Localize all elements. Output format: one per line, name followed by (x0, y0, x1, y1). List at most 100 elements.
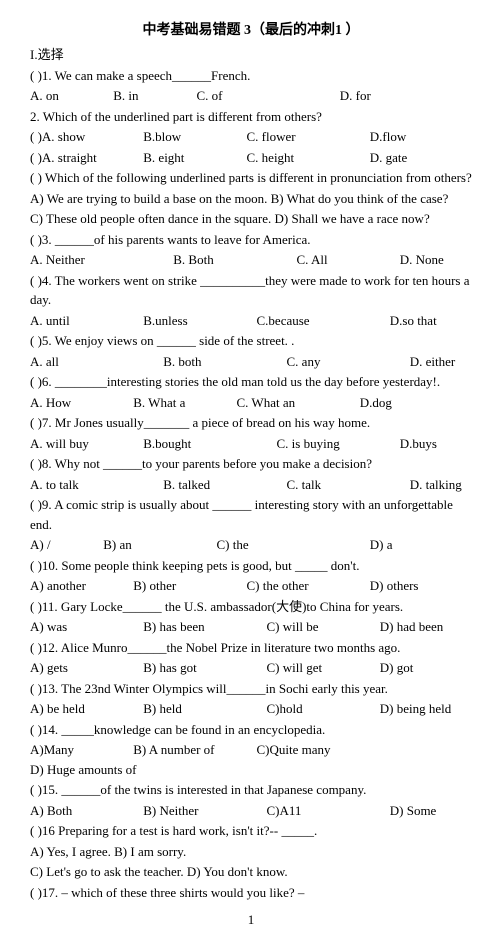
q5d: D. either (410, 352, 455, 372)
q2: 2. Which of the underlined part is diffe… (30, 107, 472, 127)
q15d: D) Some (390, 801, 437, 821)
q1-opts: A. on B. in C. of D. for (30, 86, 472, 106)
q10d: D) others (370, 576, 419, 596)
q2r2: ( )A. straight B. eight C. height D. gat… (30, 148, 472, 168)
q11d: D) had been (380, 617, 444, 637)
q9b: B) an (103, 535, 213, 555)
q5: ( )5. We enjoy views on ______ side of t… (30, 331, 472, 351)
q4d: D.so that (390, 311, 437, 331)
q4: ( )4. The workers went on strike _______… (30, 271, 472, 310)
q2pb: C) These old people often dance in the s… (30, 209, 472, 229)
q10a: A) another (30, 576, 130, 596)
q12d: D) got (380, 658, 414, 678)
q15c: C)A11 (267, 801, 387, 821)
q5b: B. both (163, 352, 283, 372)
q11a: A) was (30, 617, 140, 637)
q11b: B) has been (143, 617, 263, 637)
q14: ( )14. _____knowledge can be found in an… (30, 720, 472, 740)
q6a: A. How (30, 393, 130, 413)
q15b: B) Neither (143, 801, 263, 821)
q6b: B. What a (133, 393, 233, 413)
q16: ( )16 Preparing for a test is hard work,… (30, 821, 472, 841)
q2r1c: C. flower (247, 127, 367, 147)
q3-opts: A. Neither B. Both C. All D. None (30, 250, 472, 270)
q8: ( )8. Why not ______to your parents befo… (30, 454, 472, 474)
q12: ( )12. Alice Munro______the Nobel Prize … (30, 638, 472, 658)
q16a: A) Yes, I agree. B) I am sorry. (30, 842, 472, 862)
q12b: B) has got (143, 658, 263, 678)
q6: ( )6. ________interesting stories the ol… (30, 372, 472, 392)
doc-title: 中考基础易错题 3（最后的冲刺1 ） (30, 20, 472, 41)
q15-opts: A) Both B) Neither C)A11 D) Some (30, 801, 472, 821)
q11-opts: A) was B) has been C) will be D) had bee… (30, 617, 472, 637)
q3: ( )3. ______of his parents wants to leav… (30, 230, 472, 250)
q8a: A. to talk (30, 475, 160, 495)
q3d: D. None (400, 250, 444, 270)
q7d: D.buys (400, 434, 437, 454)
q8-opts: A. to talk B. talked C. talk D. talking (30, 475, 472, 495)
q9: ( )9. A comic strip is usually about ___… (30, 495, 472, 534)
q13-opts: A) be held B) held C)hold D) being held (30, 699, 472, 719)
q2r2d: D. gate (370, 148, 408, 168)
q11: ( )11. Gary Locke______ the U.S. ambassa… (30, 597, 472, 617)
q13a: A) be held (30, 699, 140, 719)
q14d: D) Huge amounts of (30, 760, 137, 780)
q8c: C. talk (287, 475, 407, 495)
q4b: B.unless (143, 311, 253, 331)
q1b: B. in (113, 86, 193, 106)
q1d: D. for (340, 86, 371, 106)
q6c: C. What an (237, 393, 357, 413)
q5a: A. all (30, 352, 160, 372)
q11c: C) will be (267, 617, 377, 637)
q8d: D. talking (410, 475, 462, 495)
q7c: C. is buying (277, 434, 397, 454)
q5c: C. any (287, 352, 407, 372)
q1a: A. on (30, 86, 110, 106)
q9a: A) / (30, 535, 100, 555)
q12-opts: A) gets B) has got C) will get D) got (30, 658, 472, 678)
q9-opts: A) / B) an C) the D) a (30, 535, 472, 555)
q12c: C) will get (267, 658, 377, 678)
q1: ( )1. We can make a speech______French. (30, 66, 472, 86)
q12a: A) gets (30, 658, 140, 678)
q2p: ( ) Which of the following underlined pa… (30, 168, 472, 188)
q15a: A) Both (30, 801, 140, 821)
q13c: C)hold (267, 699, 377, 719)
q7: ( )7. Mr Jones usually_______ a piece of… (30, 413, 472, 433)
q4c: C.because (257, 311, 387, 331)
q10b: B) other (133, 576, 243, 596)
q7b: B.bought (143, 434, 273, 454)
q7a: A. will buy (30, 434, 140, 454)
page-number: 1 (30, 910, 472, 930)
q17: ( )17. – which of these three shirts wou… (30, 883, 472, 903)
q10: ( )10. Some people think keeping pets is… (30, 556, 472, 576)
q1c: C. of (197, 86, 337, 106)
q16b: C) Let's go to ask the teacher. D) You d… (30, 862, 472, 882)
q13b: B) held (143, 699, 263, 719)
q2r1d: D.flow (370, 127, 406, 147)
q14c: C)Quite many (257, 740, 377, 760)
q2r2b: B. eight (143, 148, 243, 168)
q14a: A)Many (30, 740, 130, 760)
q9d: D) a (370, 535, 393, 555)
q10-opts: A) another B) other C) the other D) othe… (30, 576, 472, 596)
q15: ( )15. ______of the twins is interested … (30, 780, 472, 800)
q3c: C. All (297, 250, 397, 270)
q13: ( )13. The 23nd Winter Olympics will____… (30, 679, 472, 699)
q3a: A. Neither (30, 250, 170, 270)
q14b: B) A number of (133, 740, 253, 760)
q2r1a: ( )A. show (30, 127, 140, 147)
section-heading: I.选择 (30, 45, 472, 65)
q8b: B. talked (163, 475, 283, 495)
q10c: C) the other (247, 576, 367, 596)
q3b: B. Both (173, 250, 293, 270)
q2pa: A) We are trying to build a base on the … (30, 189, 472, 209)
q5-opts: A. all B. both C. any D. either (30, 352, 472, 372)
q9c: C) the (217, 535, 367, 555)
q2r2a: ( )A. straight (30, 148, 140, 168)
q4-opts: A. until B.unless C.because D.so that (30, 311, 472, 331)
q13d: D) being held (380, 699, 451, 719)
q2r2c: C. height (247, 148, 367, 168)
q6-opts: A. How B. What a C. What an D.dog (30, 393, 472, 413)
q4a: A. until (30, 311, 140, 331)
